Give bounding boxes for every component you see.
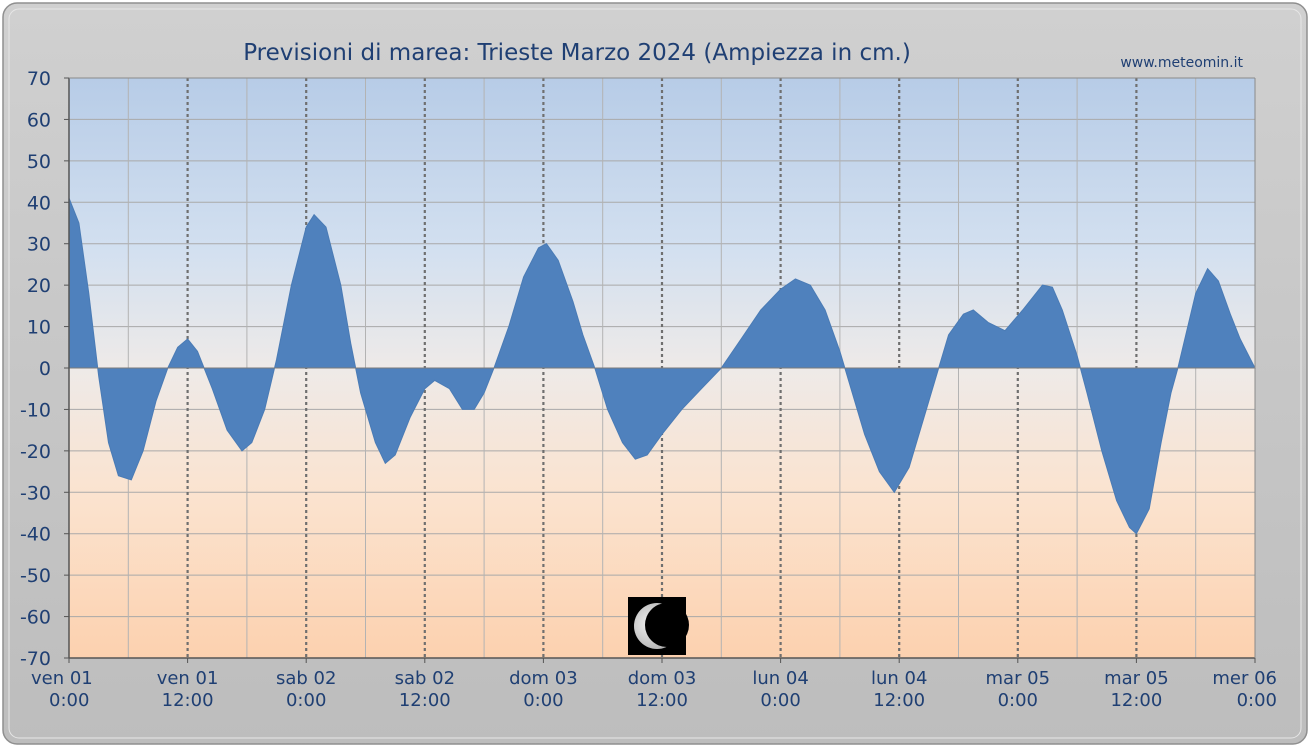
chart-title: Previsioni di marea: Trieste Marzo 2024 … <box>243 40 911 66</box>
x-tick-label: mar 05 <box>1104 668 1169 689</box>
x-tick-label: lun 04 <box>752 668 808 689</box>
y-tick-label: 10 <box>27 317 51 339</box>
x-tick-label: 0:00 <box>286 690 326 711</box>
x-tick-label: 0:00 <box>760 690 800 711</box>
x-tick-label: mar 05 <box>986 668 1051 689</box>
y-tick-label: -20 <box>20 441 51 463</box>
x-tick-label: dom 03 <box>628 668 697 689</box>
x-tick-label: 0:00 <box>523 690 563 711</box>
x-tick-label: 12:00 <box>399 690 451 711</box>
y-tick-label: -50 <box>20 565 51 587</box>
x-tick-label: 12:00 <box>1110 690 1162 711</box>
tide-area <box>68 197 1256 535</box>
x-tick-label: dom 03 <box>509 668 578 689</box>
chart-frame-inner <box>8 8 1302 739</box>
y-tick-label: 20 <box>27 275 51 297</box>
y-tick-label: 60 <box>27 109 51 131</box>
x-tick-label: ven 01 <box>31 668 93 689</box>
x-tick-label: 12:00 <box>636 690 688 711</box>
x-tick-label: 0:00 <box>1237 690 1277 711</box>
axis-layer: 706050403020100-10-20-30-40-50-60-70ven … <box>20 68 1277 711</box>
y-tick-label: 50 <box>27 151 51 173</box>
y-tick-label: 30 <box>27 234 51 256</box>
y-tick-label: 70 <box>27 68 51 90</box>
x-tick-label: mer 06 <box>1212 668 1277 689</box>
x-tick-label: 0:00 <box>998 690 1038 711</box>
x-tick-label: 12:00 <box>162 690 214 711</box>
x-tick-label: sab 02 <box>395 668 455 689</box>
y-tick-label: -40 <box>20 524 51 546</box>
watermark: www.meteomin.it <box>1120 55 1243 71</box>
y-tick-label: 0 <box>39 358 51 380</box>
x-tick-label: ven 01 <box>157 668 219 689</box>
x-tick-label: 0:00 <box>49 690 89 711</box>
x-tick-label: 12:00 <box>873 690 925 711</box>
y-tick-label: -60 <box>20 607 51 629</box>
y-tick-label: -70 <box>20 648 51 670</box>
x-tick-label: sab 02 <box>276 668 336 689</box>
moon-phase-icon <box>628 597 689 655</box>
x-tick-label: lun 04 <box>871 668 927 689</box>
y-tick-label: -10 <box>20 399 51 421</box>
moon-shadow <box>645 603 689 647</box>
y-tick-label: -30 <box>20 482 51 504</box>
y-tick-label: 40 <box>27 192 51 214</box>
